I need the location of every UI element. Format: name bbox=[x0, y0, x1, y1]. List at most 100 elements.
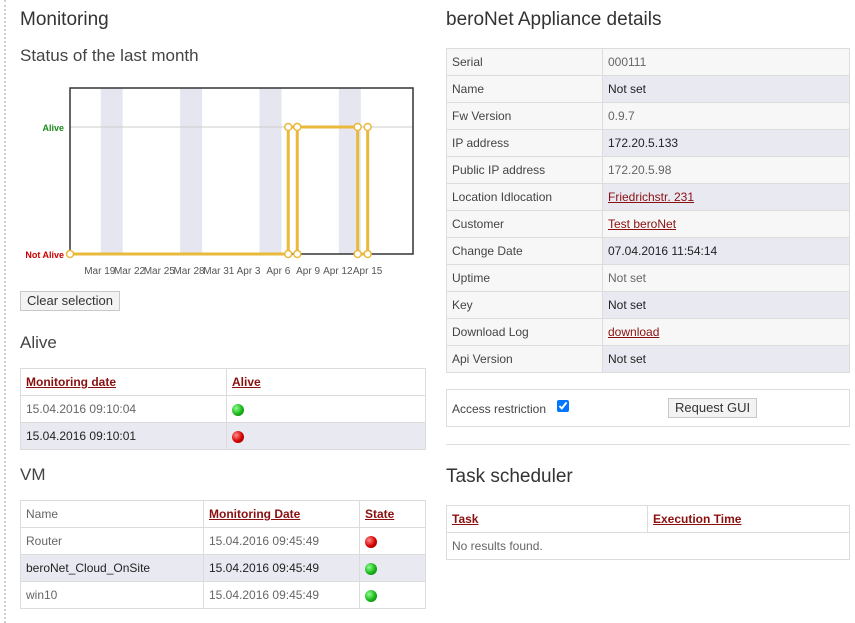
request-gui-button[interactable]: Request GUI bbox=[668, 398, 758, 418]
weekend-band bbox=[180, 88, 203, 254]
access-restriction-label: Access restriction bbox=[452, 402, 547, 416]
clear-selection-button[interactable]: Clear selection bbox=[20, 291, 120, 311]
task-header-row: Task Execution Time bbox=[446, 505, 850, 533]
detail-key: Change Date bbox=[446, 237, 603, 265]
customer-link[interactable]: Test beroNet bbox=[608, 217, 677, 231]
vm-date-cell: 15.04.2016 09:45:49 bbox=[203, 581, 360, 609]
sort-task-link[interactable]: Task bbox=[452, 512, 479, 526]
location-link[interactable]: Friedrichstr. 231 bbox=[608, 190, 695, 204]
x-tick-label: Apr 12 bbox=[323, 266, 353, 277]
vm-state-cell bbox=[359, 527, 426, 555]
alive-date-cell: 15.04.2016 09:10:04 bbox=[20, 395, 227, 423]
detail-key: Download Log bbox=[446, 318, 603, 346]
detail-key: Uptime bbox=[446, 264, 603, 292]
data-point bbox=[283, 122, 293, 132]
detail-value: 172.20.5.133 bbox=[602, 129, 850, 157]
vm-header-name: Name bbox=[20, 500, 204, 528]
data-point bbox=[353, 249, 362, 259]
download-log-link[interactable]: download bbox=[608, 325, 660, 339]
detail-key: Location Idlocation bbox=[446, 183, 603, 211]
data-point bbox=[353, 122, 362, 132]
detail-row-name: Name Not set bbox=[446, 75, 850, 103]
data-point bbox=[283, 249, 293, 259]
task-scheduler-title: Task scheduler bbox=[446, 466, 573, 487]
vm-header-state[interactable]: State bbox=[359, 500, 426, 528]
detail-value: download bbox=[602, 318, 850, 346]
detail-row-location: Location Idlocation Friedrichstr. 231 bbox=[446, 183, 850, 211]
vm-date-cell: 15.04.2016 09:45:49 bbox=[203, 527, 360, 555]
alive-status-cell bbox=[226, 422, 426, 450]
task-header-task[interactable]: Task bbox=[446, 505, 648, 533]
y-label-alive: Alive bbox=[42, 123, 64, 133]
detail-value: Friedrichstr. 231 bbox=[602, 183, 850, 211]
x-tick-label: Mar 31 bbox=[203, 266, 235, 277]
vm-header-row: Name Monitoring Date State bbox=[20, 500, 426, 528]
detail-row-public-ip: Public IP address 172.20.5.98 bbox=[446, 156, 850, 184]
alive-header-alive[interactable]: Alive bbox=[226, 368, 426, 396]
sort-vm-date-link[interactable]: Monitoring Date bbox=[209, 507, 301, 521]
detail-value: Test beroNet bbox=[602, 210, 850, 238]
task-header-exec-time[interactable]: Execution Time bbox=[647, 505, 850, 533]
x-tick-label: Mar 19 bbox=[84, 266, 116, 277]
data-point bbox=[292, 122, 302, 132]
x-tick-label: Apr 3 bbox=[237, 266, 261, 277]
detail-value: 000111 bbox=[602, 48, 850, 76]
sort-execution-time-link[interactable]: Execution Time bbox=[653, 512, 742, 526]
no-results-text: No results found. bbox=[446, 532, 850, 560]
data-point bbox=[65, 249, 75, 259]
table-row: 15.04.2016 09:10:04 bbox=[20, 395, 426, 423]
x-tick-label: Apr 15 bbox=[353, 266, 383, 277]
detail-row-change-date: Change Date 07.04.2016 11:54:14 bbox=[446, 237, 850, 265]
status-green-icon bbox=[365, 562, 377, 575]
detail-key: Public IP address bbox=[446, 156, 603, 184]
chart-title: Status of the last month bbox=[20, 46, 199, 65]
divider bbox=[446, 444, 850, 445]
data-point bbox=[363, 249, 372, 259]
alive-header-date[interactable]: Monitoring date bbox=[20, 368, 227, 396]
detail-key: Name bbox=[446, 75, 603, 103]
vm-state-cell bbox=[359, 581, 426, 609]
weekend-band bbox=[100, 88, 123, 254]
status-red-icon bbox=[232, 430, 244, 443]
data-point bbox=[363, 122, 372, 132]
appliance-details-table: Serial 000111 Name Not set Fw Version 0.9.7… bbox=[446, 48, 850, 373]
vm-header-date[interactable]: Monitoring Date bbox=[203, 500, 360, 528]
sort-monitoring-date-link[interactable]: Monitoring date bbox=[26, 375, 116, 389]
x-tick-label: Apr 6 bbox=[266, 266, 290, 277]
vm-title: VM bbox=[20, 465, 46, 484]
task-table: Task Execution Time No results found. bbox=[446, 505, 850, 560]
vm-date-cell: 15.04.2016 09:45:49 bbox=[203, 554, 360, 582]
table-row: No results found. bbox=[446, 532, 850, 560]
x-tick-label: Mar 28 bbox=[173, 266, 205, 277]
status-green-icon bbox=[365, 589, 377, 602]
detail-value: Not set bbox=[602, 264, 850, 292]
detail-value: 172.20.5.98 bbox=[602, 156, 850, 184]
detail-key: Fw Version bbox=[446, 102, 603, 130]
sort-alive-link[interactable]: Alive bbox=[232, 375, 261, 389]
y-label-not-alive: Not Alive bbox=[25, 250, 64, 260]
alive-title: Alive bbox=[20, 333, 57, 352]
detail-key: Serial bbox=[446, 48, 603, 76]
sort-state-link[interactable]: State bbox=[365, 507, 395, 521]
series-line bbox=[70, 125, 370, 256]
detail-value: 0.9.7 bbox=[602, 102, 850, 130]
detail-value: 07.04.2016 11:54:14 bbox=[602, 237, 850, 265]
access-restriction-checkbox[interactable] bbox=[557, 400, 569, 412]
x-tick-label: Mar 22 bbox=[114, 266, 146, 277]
x-tick-label: Mar 25 bbox=[144, 266, 176, 277]
access-restriction-panel: Access restriction Request GUI bbox=[446, 389, 850, 427]
detail-row-api-version: Api Version Not set bbox=[446, 345, 850, 373]
table-row: 15.04.2016 09:10:01 bbox=[20, 422, 426, 450]
alive-table: Monitoring date Alive 15.04.2016 09:10:0… bbox=[20, 368, 426, 450]
weekend-band bbox=[259, 88, 282, 254]
detail-row-uptime: Uptime Not set bbox=[446, 264, 850, 292]
detail-row-key: Key Not set bbox=[446, 291, 850, 319]
detail-row-download-log: Download Log download bbox=[446, 318, 850, 346]
status-green-icon bbox=[232, 403, 244, 416]
vm-table: Name Monitoring Date State Router 15.04.… bbox=[20, 500, 426, 609]
x-tick-label: Apr 9 bbox=[296, 266, 320, 277]
vm-name-cell: beroNet_Cloud_OnSite bbox=[20, 554, 204, 582]
data-point bbox=[292, 249, 302, 259]
vm-name-cell: Router bbox=[20, 527, 204, 555]
